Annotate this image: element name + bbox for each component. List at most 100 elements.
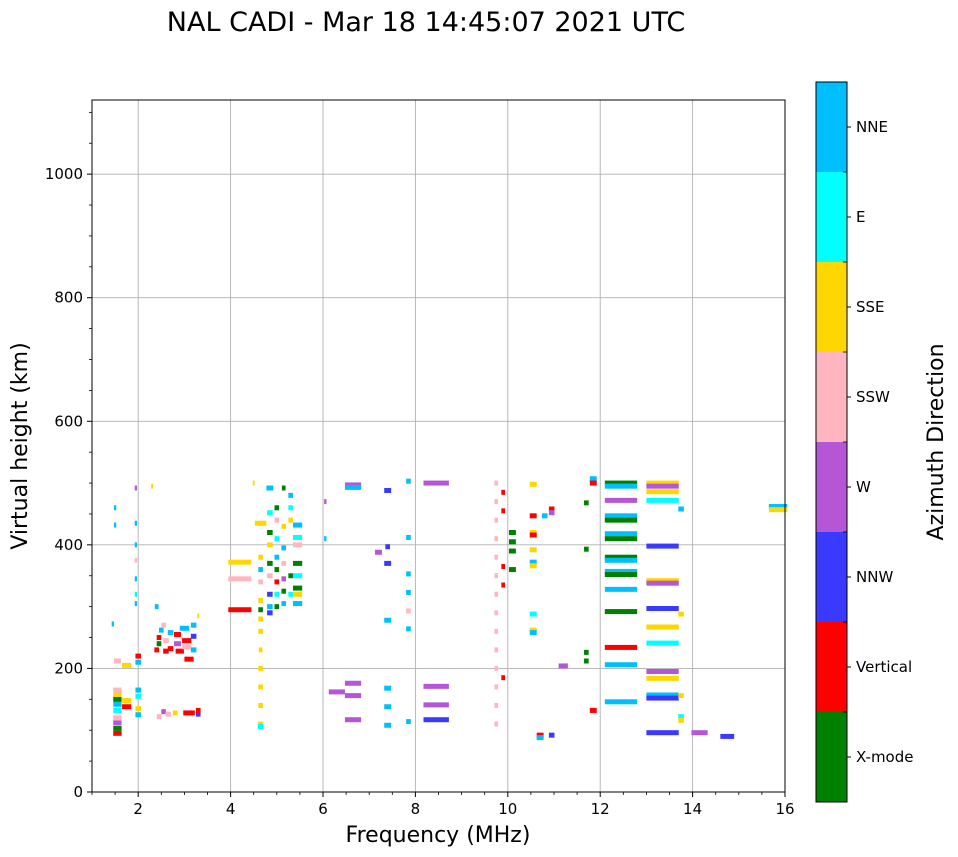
echo-point-sse [678,693,684,699]
echo-point-nnw [384,560,392,566]
echo-point-ssw [494,665,499,671]
data-points [111,476,788,741]
colorbar-label-nne: NNE [856,118,888,136]
echo-point-w [423,702,449,708]
echo-point-x-mode [267,560,273,566]
echo-point-vertical [604,644,638,650]
echo-point-sse [122,662,132,668]
y-tick-label: 800 [54,289,83,307]
echo-point-x-mode [281,588,287,594]
grid-lines [92,100,785,792]
echo-point-nne [604,568,638,574]
echo-point-nne [406,478,411,484]
echo-point-vertical [548,506,555,512]
echo-point-vertical [589,480,597,486]
echo-point-ssw [406,608,411,614]
colorbar-swatch-nne [816,82,847,172]
echo-point-sse [258,628,263,634]
echo-point-w [344,680,362,686]
echo-point-sse [646,675,679,681]
y-tick-label: 200 [54,659,83,677]
echo-point-nne [344,484,362,490]
echo-point-vertical [167,646,174,652]
echo-point-nne [135,712,141,718]
echo-point-sse [228,559,252,565]
echo-point-e [135,693,141,699]
echo-point-nne [111,621,114,627]
x-tick-label: 8 [411,800,421,818]
echo-point-nne [529,559,537,565]
echo-point-w [161,709,166,715]
echo-point-w [344,717,362,723]
echo-point-sse [258,665,263,671]
echo-point-nne [292,601,303,607]
colorbar-label-sse: SSE [856,298,885,316]
echo-point-sse [113,691,122,697]
echo-point-sse [258,554,263,560]
echo-point-nne [135,687,141,693]
echo-point-nne [179,625,190,631]
echo-point-vertical [195,707,201,713]
echo-point-e [292,534,303,540]
echo-point-nne [589,476,597,482]
y-tick-label: 400 [54,536,83,554]
echo-point-ssw [113,715,122,721]
echo-point-x-mode [274,567,280,573]
echo-point-nne [167,630,174,636]
echo-point-ssw [494,610,499,616]
echo-point-nne [406,626,411,632]
echo-point-w [374,549,382,555]
echo-point-w [646,669,679,675]
echo-point-ssw [494,499,499,505]
colorbar-label-e: E [856,208,865,226]
x-tick-label: 16 [775,800,794,818]
echo-point-x-mode [281,485,286,491]
echo-point-nnw [385,544,390,550]
echo-point-e [288,591,293,597]
echo-point-vertical [529,513,537,519]
echo-point-ssw [494,554,499,560]
echo-point-ssw [494,703,499,708]
echo-point-w [691,730,708,736]
echo-point-x-mode [274,604,280,610]
echo-point-vertical [163,648,169,654]
echo-point-ssw [494,684,499,690]
echo-point-vertical [589,707,597,713]
echo-point-sse [646,489,679,495]
echo-point-vertical [113,730,122,736]
echo-point-nne [134,576,138,582]
echo-point-w [423,683,449,689]
echo-point-ssw [292,542,303,548]
echo-point-nnw [548,732,555,738]
colorbar-label-nnw: NNW [856,568,893,586]
echo-point-ssw [494,647,499,653]
echo-point-nnw [646,605,679,611]
echo-point-nne [134,542,138,548]
echo-point-nne [324,536,327,542]
echo-point-ssw [494,591,499,597]
echo-point-vertical [135,653,141,659]
echo-point-nne [604,513,638,519]
echo-point-w [344,693,362,699]
echo-point-nne [281,601,287,607]
echo-point-sse [122,698,132,704]
echo-point-nne [541,513,548,519]
echo-point-nnw [423,717,449,723]
echo-point-nne [384,617,392,623]
y-tick-label: 1000 [45,165,83,183]
echo-point-nne [266,485,274,491]
echo-point-sse [258,647,263,653]
echo-point-x-mode [604,572,638,578]
echo-point-ssw [494,480,499,486]
echo-point-nne [267,604,273,610]
echo-point-vertical [501,675,506,681]
echo-point-nne [604,662,638,668]
echo-point-e [134,591,138,597]
echo-point-x-mode [584,546,589,552]
echo-point-nne [406,571,411,577]
echo-point-ssw [228,576,252,582]
echo-point-x-mode [274,505,280,511]
echo-point-e [292,573,303,579]
colorbar-swatch-nnw [816,532,847,622]
echo-point-ssw [182,644,192,650]
